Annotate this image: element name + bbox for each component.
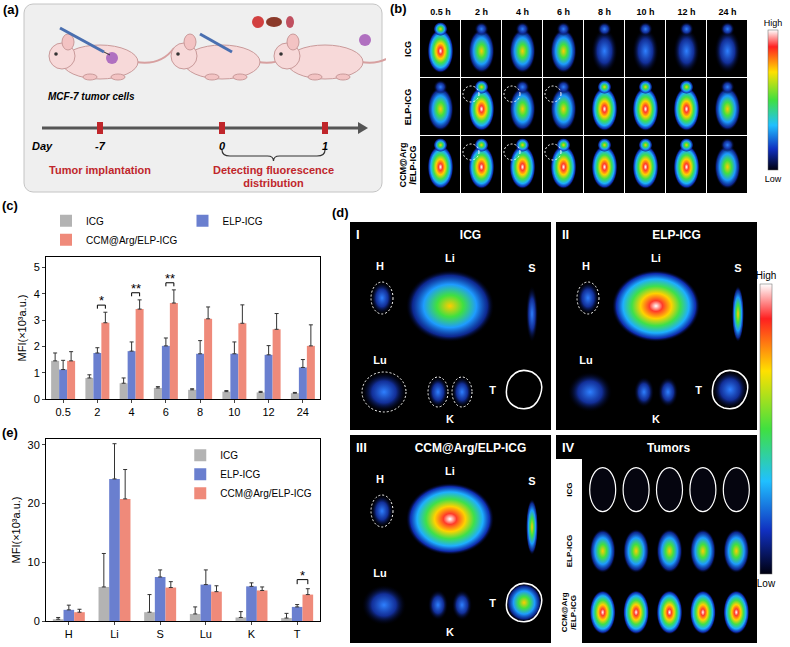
svg-text:distribution: distribution	[243, 177, 304, 189]
svg-text:Li: Li	[651, 252, 661, 264]
svg-text:1: 1	[321, 140, 329, 152]
svg-text:20: 20	[28, 497, 40, 509]
svg-text:30: 30	[28, 439, 40, 451]
svg-text:Day: Day	[32, 140, 53, 152]
svg-text:0.5 h: 0.5 h	[430, 7, 451, 17]
svg-text:2 h: 2 h	[475, 7, 488, 17]
svg-text:24: 24	[297, 406, 309, 418]
svg-text:*: *	[300, 568, 305, 583]
svg-text:0.5: 0.5	[55, 406, 70, 418]
svg-text:H: H	[376, 260, 384, 272]
svg-text:CCM@Arg/ELP-ICG: CCM@Arg/ELP-ICG	[86, 235, 177, 246]
svg-text:-7: -7	[95, 140, 106, 152]
svg-text:MFI(×10³a.u.): MFI(×10³a.u.)	[10, 497, 22, 564]
svg-text:4: 4	[34, 288, 40, 300]
svg-text:(d): (d)	[332, 205, 349, 220]
svg-text:High: High	[764, 18, 783, 28]
svg-text:Li: Li	[110, 628, 119, 640]
svg-text:T: T	[695, 384, 702, 396]
svg-text:6: 6	[163, 406, 169, 418]
svg-text:T: T	[489, 384, 496, 396]
svg-text:S: S	[528, 475, 535, 487]
svg-text:ICG: ICG	[86, 216, 104, 227]
svg-text:T: T	[489, 597, 496, 609]
svg-text:ICG: ICG	[220, 450, 238, 461]
svg-text:H: H	[376, 473, 384, 485]
svg-text:K: K	[446, 626, 454, 638]
svg-text:ELP-ICG: ELP-ICG	[220, 469, 260, 480]
svg-text:0: 0	[34, 615, 40, 627]
svg-text:10: 10	[28, 556, 40, 568]
svg-text:Lu: Lu	[373, 567, 386, 579]
svg-text:**: **	[165, 271, 175, 286]
svg-text:ELP-ICG: ELP-ICG	[222, 216, 262, 227]
svg-text:S: S	[734, 262, 741, 274]
svg-text:ELP-ICG: ELP-ICG	[652, 228, 701, 242]
svg-text:(b): (b)	[390, 1, 407, 16]
svg-text:MCF-7 tumor cells: MCF-7 tumor cells	[48, 91, 135, 102]
svg-text:Low: Low	[757, 578, 776, 589]
svg-text:IV: IV	[562, 440, 575, 455]
svg-text:I: I	[356, 227, 360, 242]
svg-text:T: T	[294, 628, 301, 640]
svg-text:CCM@Arg/ELP-ICG: CCM@Arg/ELP-ICG	[220, 488, 311, 499]
svg-text:(a): (a)	[3, 2, 19, 17]
svg-text:2: 2	[34, 340, 40, 352]
svg-text:1: 1	[34, 367, 40, 379]
svg-text:ELP-ICG: ELP-ICG	[403, 89, 413, 126]
svg-text:Lu: Lu	[373, 354, 386, 366]
svg-text:4: 4	[129, 406, 135, 418]
svg-text:Lu: Lu	[579, 354, 592, 366]
svg-text:ICG: ICG	[403, 41, 413, 57]
svg-text:ICG: ICG	[565, 483, 574, 497]
svg-text:Low: Low	[765, 174, 782, 184]
svg-text:6 h: 6 h	[557, 7, 570, 17]
svg-text:III: III	[356, 440, 367, 455]
svg-text:ICG: ICG	[460, 228, 481, 242]
svg-text:**: **	[131, 281, 141, 296]
svg-text:S: S	[156, 628, 163, 640]
svg-text:S: S	[528, 262, 535, 274]
svg-text:3: 3	[34, 314, 40, 326]
svg-text:ELP-ICG: ELP-ICG	[565, 535, 574, 567]
html-text:(c): (c)	[2, 198, 18, 213]
svg-text:II: II	[562, 227, 569, 242]
svg-text:Tumors: Tumors	[647, 441, 690, 455]
svg-text:Li: Li	[445, 252, 455, 264]
svg-text:10: 10	[228, 406, 240, 418]
html-text:(e): (e)	[2, 425, 18, 440]
svg-text:5: 5	[34, 261, 40, 273]
svg-text:CCM@Arg/ELP-ICG: CCM@Arg/ELP-ICG	[560, 592, 578, 632]
svg-text:0: 0	[218, 140, 226, 152]
svg-text:MFI(×10³a.u.): MFI(×10³a.u.)	[16, 295, 28, 362]
svg-text:10 h: 10 h	[636, 7, 654, 17]
svg-text:Detecting fluorescence: Detecting fluorescence	[213, 164, 334, 176]
svg-text:4 h: 4 h	[516, 7, 529, 17]
svg-text:Tumor implantation: Tumor implantation	[49, 164, 151, 176]
svg-text:H: H	[65, 628, 73, 640]
svg-text:12 h: 12 h	[677, 7, 695, 17]
svg-text:*: *	[99, 293, 104, 308]
svg-text:K: K	[248, 628, 256, 640]
svg-text:K: K	[446, 413, 454, 425]
svg-text:2: 2	[94, 406, 100, 418]
svg-text:24 h: 24 h	[718, 7, 736, 17]
svg-text:K: K	[652, 413, 660, 425]
svg-text:Li: Li	[445, 465, 455, 477]
svg-text:0: 0	[34, 393, 40, 405]
svg-text:High: High	[756, 270, 777, 281]
svg-text:8: 8	[197, 406, 203, 418]
svg-text:CCM@Arg/ELP-ICG: CCM@Arg/ELP-ICG	[398, 143, 418, 188]
svg-text:Lu: Lu	[200, 628, 212, 640]
svg-text:CCM@Arg/ELP-ICG: CCM@Arg/ELP-ICG	[415, 441, 527, 455]
svg-text:12: 12	[263, 406, 275, 418]
svg-text:H: H	[582, 260, 590, 272]
svg-text:8 h: 8 h	[598, 7, 611, 17]
